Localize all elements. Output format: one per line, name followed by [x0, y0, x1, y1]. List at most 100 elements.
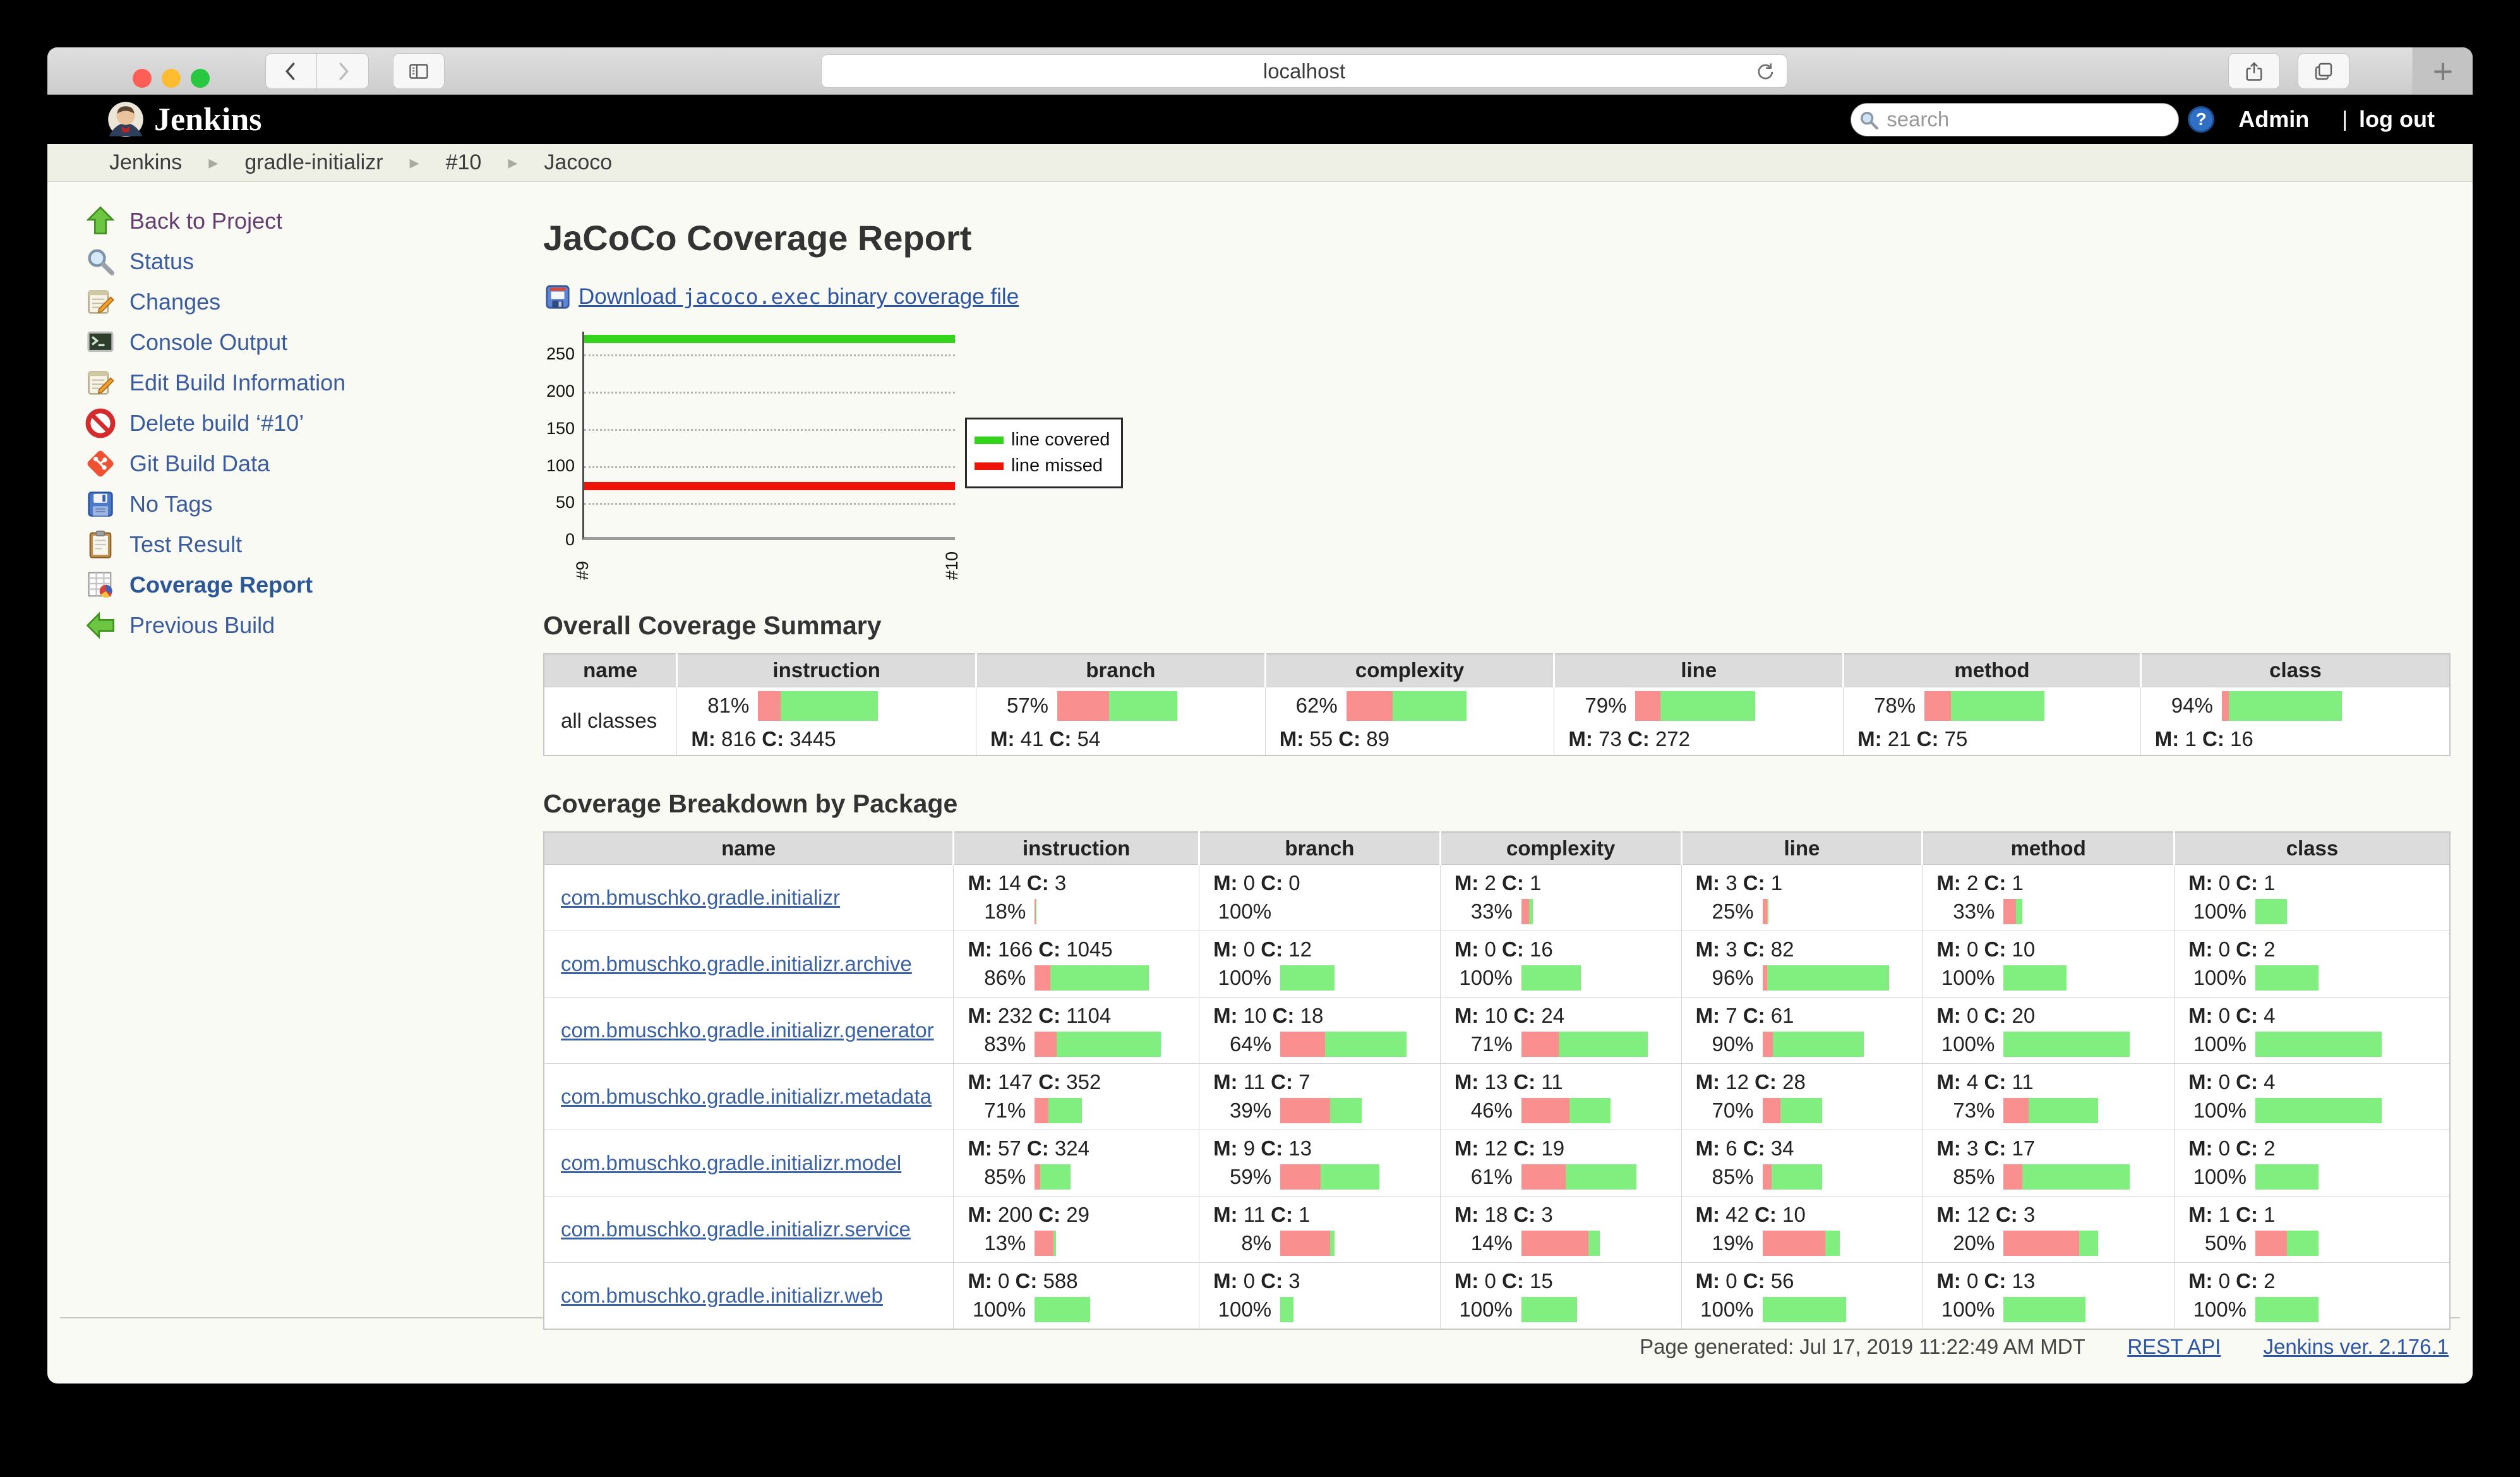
missed-covered-counts: M: 0 C: 2: [2188, 937, 2276, 961]
tab-overview-button[interactable]: [2298, 53, 2349, 89]
covered-bar-segment: [1050, 965, 1149, 991]
minimize-button[interactable]: [162, 69, 181, 88]
package-link[interactable]: com.bmuschko.gradle.initializr.service: [561, 1217, 911, 1241]
coverage-bar-row: 18%: [954, 899, 1199, 924]
covered-bar-segment: [1280, 1297, 1294, 1322]
table-row: com.bmuschko.gradle.initializr.generator…: [543, 997, 2451, 1064]
missed-covered-counts: M: 0 C: 3: [1213, 1269, 1300, 1293]
package-link[interactable]: com.bmuschko.gradle.initializr.archive: [561, 952, 912, 975]
sidebar-toggle-button[interactable]: [393, 53, 445, 89]
branch-cell: M: 11 C: 7 39%: [1199, 1063, 1441, 1130]
complexity-cell: M: 13 C: 11 46%: [1439, 1063, 1682, 1130]
sidebar-item-edit-build-information[interactable]: Edit Build Information: [60, 363, 496, 403]
method-cell: M: 12 C: 3 20%: [1922, 1196, 2175, 1263]
covered-bar-segment: [1330, 1231, 1335, 1256]
sidebar-item-label[interactable]: Back to Project: [129, 208, 283, 234]
notepad-icon: [84, 286, 117, 318]
coverage-bar: [1762, 1164, 1822, 1190]
coverage-bar-row: 100%: [2175, 965, 2449, 991]
coverage-bar-row: 96%: [1682, 965, 1923, 991]
coverage-bar-row: 100%: [1199, 1297, 1440, 1322]
sidebar-item-label[interactable]: Git Build Data: [129, 450, 270, 476]
gridline: [584, 429, 955, 431]
sidebar-item-label[interactable]: Coverage Report: [129, 572, 313, 598]
sidebar-item-previous-build[interactable]: Previous Build: [60, 605, 496, 646]
sidebar-item-console-output[interactable]: Console Output: [60, 322, 496, 363]
table-row: com.bmuschko.gradle.initializr.archive M:…: [543, 931, 2451, 998]
sidebar-item-label[interactable]: Changes: [129, 289, 221, 315]
covered-bar-segment: [1528, 899, 1533, 924]
sidebar-item-no-tags[interactable]: No Tags: [60, 484, 496, 524]
sidebar-item-label[interactable]: Test Result: [129, 531, 243, 557]
missed-covered-counts: M: 57 C: 324: [968, 1136, 1089, 1160]
help-icon[interactable]: ?: [2188, 106, 2215, 133]
back-button[interactable]: [265, 53, 317, 89]
rest-api-link[interactable]: REST API: [2127, 1335, 2221, 1358]
coverage-bar: [1762, 1032, 1864, 1057]
sidebar-item-label[interactable]: Status: [129, 248, 195, 274]
jenkins-version-link[interactable]: Jenkins ver. 2.176.1: [2263, 1335, 2449, 1358]
page-title: JaCoCo Coverage Report: [543, 218, 972, 258]
sidebar-item-coverage-report[interactable]: Coverage Report: [60, 565, 496, 605]
sidebar-item-label[interactable]: Delete build ‘#10’: [129, 410, 304, 436]
package-link[interactable]: com.bmuschko.gradle.initializr.model: [561, 1151, 902, 1174]
logout-link[interactable]: log out: [2359, 106, 2435, 132]
zoom-button[interactable]: [191, 69, 210, 88]
sidebar-item-label[interactable]: Previous Build: [129, 612, 275, 638]
new-tab-button[interactable]: +: [2413, 47, 2473, 94]
sidebar-item-test-result[interactable]: Test Result: [60, 524, 496, 565]
missed-bar-segment: [2003, 1098, 2029, 1123]
package-link[interactable]: com.bmuschko.gradle.initializr.web: [561, 1284, 883, 1307]
terminal-icon: [84, 326, 117, 359]
coverage-bar: [1035, 1297, 1091, 1322]
jenkins-butler-logo: [108, 102, 143, 137]
sidebar-item-label[interactable]: Edit Build Information: [129, 370, 346, 395]
sidebar-item-status[interactable]: Status: [60, 241, 496, 282]
covered-bar-segment: [1521, 965, 1581, 991]
package-link[interactable]: com.bmuschko.gradle.initializr.generator: [561, 1018, 934, 1042]
column-header-complexity: complexity: [1439, 831, 1682, 865]
coverage-percent: 100%: [1218, 1298, 1272, 1321]
tabs-icon: [2315, 63, 2332, 80]
sidebar-item-label[interactable]: Console Output: [129, 329, 288, 355]
legend-entry: line covered: [975, 430, 1110, 450]
forward-button[interactable]: [317, 53, 369, 89]
coverage-bar-row: 25%: [1682, 899, 1923, 924]
package-link[interactable]: com.bmuschko.gradle.initializr.metadata: [561, 1085, 932, 1108]
package-link[interactable]: com.bmuschko.gradle.initializr: [561, 886, 841, 909]
close-button[interactable]: [133, 69, 152, 88]
missed-bar-segment: [2003, 1164, 2023, 1190]
download-row: Download jacoco.exec binary coverage fil…: [543, 282, 2451, 311]
missed-covered-counts: M: 0 C: 2: [2188, 1269, 2276, 1293]
share-button[interactable]: [2228, 53, 2280, 89]
search-input[interactable]: [1851, 102, 2180, 136]
coverage-percent: 50%: [2204, 1231, 2247, 1255]
table-header-row: name instruction branch complexity line metho…: [544, 831, 2450, 865]
jenkins-brand[interactable]: Jenkins: [154, 101, 262, 138]
browser-window: localhost + Jenkins ?: [47, 47, 2473, 1384]
floppy-icon: [84, 488, 117, 521]
table-row: com.bmuschko.gradle.initializr M: 14 C: 3…: [543, 864, 2451, 931]
sidebar-item-label[interactable]: No Tags: [129, 491, 213, 517]
sidebar-item-changes[interactable]: Changes: [60, 282, 496, 322]
branch-cell: M: 0 C: 3 100%: [1199, 1262, 1441, 1330]
breadcrumb-item-1[interactable]: gradle-initializr: [244, 150, 383, 174]
missed-bar-segment: [2255, 1231, 2287, 1256]
breadcrumb-item-3[interactable]: Jacoco: [544, 150, 613, 174]
complexity-cell: M: 12 C: 19 61%: [1439, 1130, 1682, 1197]
breadcrumb-item-0[interactable]: Jenkins: [109, 150, 183, 174]
sidebar-item-delete-build[interactable]: Delete build ‘#10’: [60, 403, 496, 443]
breadcrumb-item-2[interactable]: #10: [445, 150, 482, 174]
covered-bar-segment: [2228, 690, 2342, 721]
address-bar[interactable]: localhost: [821, 54, 1787, 88]
coverage-bar: [1280, 965, 1335, 991]
sidebar-item-git-build-data[interactable]: Git Build Data: [60, 443, 496, 484]
sidebar-item-back-to-project[interactable]: Back to Project: [60, 201, 496, 241]
download-jacoco-link[interactable]: Download jacoco.exec binary coverage fil…: [579, 284, 1019, 309]
covered-bar-segment: [1767, 965, 1889, 991]
line-cell: M: 42 C: 10 19%: [1681, 1196, 1923, 1263]
reload-icon[interactable]: [1754, 60, 1777, 83]
covered-bar-segment: [1048, 1098, 1083, 1123]
admin-link[interactable]: Admin: [2238, 106, 2310, 132]
coverage-bar: [758, 690, 879, 721]
